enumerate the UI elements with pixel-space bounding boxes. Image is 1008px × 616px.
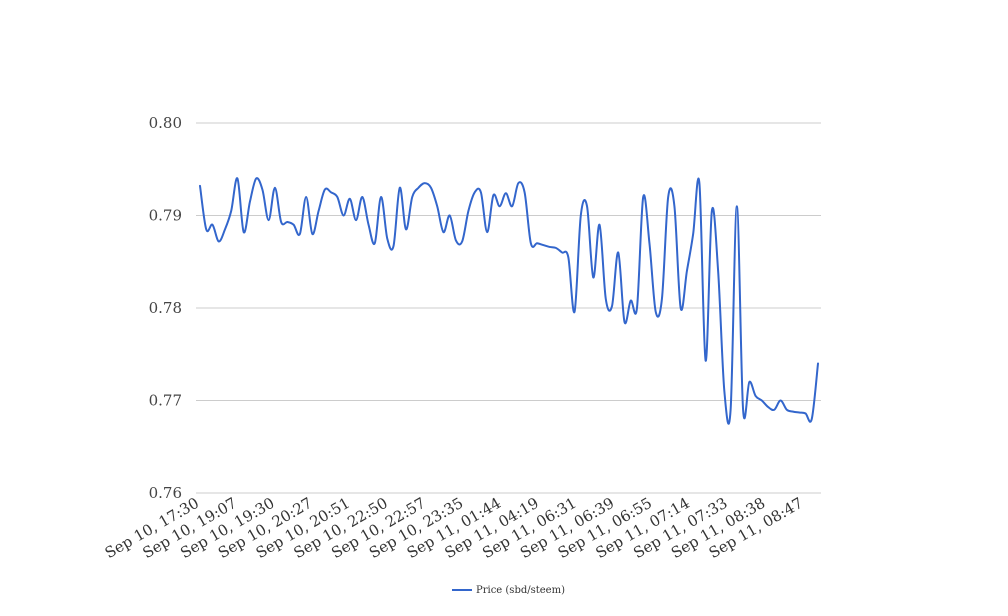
legend-entry-label: Price (sbd/steem) — [476, 585, 565, 596]
y-tick-label: 0.78 — [149, 299, 182, 317]
series-layer — [199, 177, 819, 425]
y-tick-label: 0.77 — [149, 392, 182, 410]
y-tick-label: 0.79 — [149, 207, 182, 225]
y-axis-ticks: 0.80 0.79 0.78 0.77 0.76 — [149, 114, 182, 502]
legend[interactable]: Price (sbd/steem) — [452, 585, 565, 596]
series-line — [199, 177, 819, 425]
grid-lines — [196, 122, 821, 494]
y-tick-label: 0.76 — [149, 484, 182, 502]
y-tick-label: 0.80 — [149, 114, 182, 132]
